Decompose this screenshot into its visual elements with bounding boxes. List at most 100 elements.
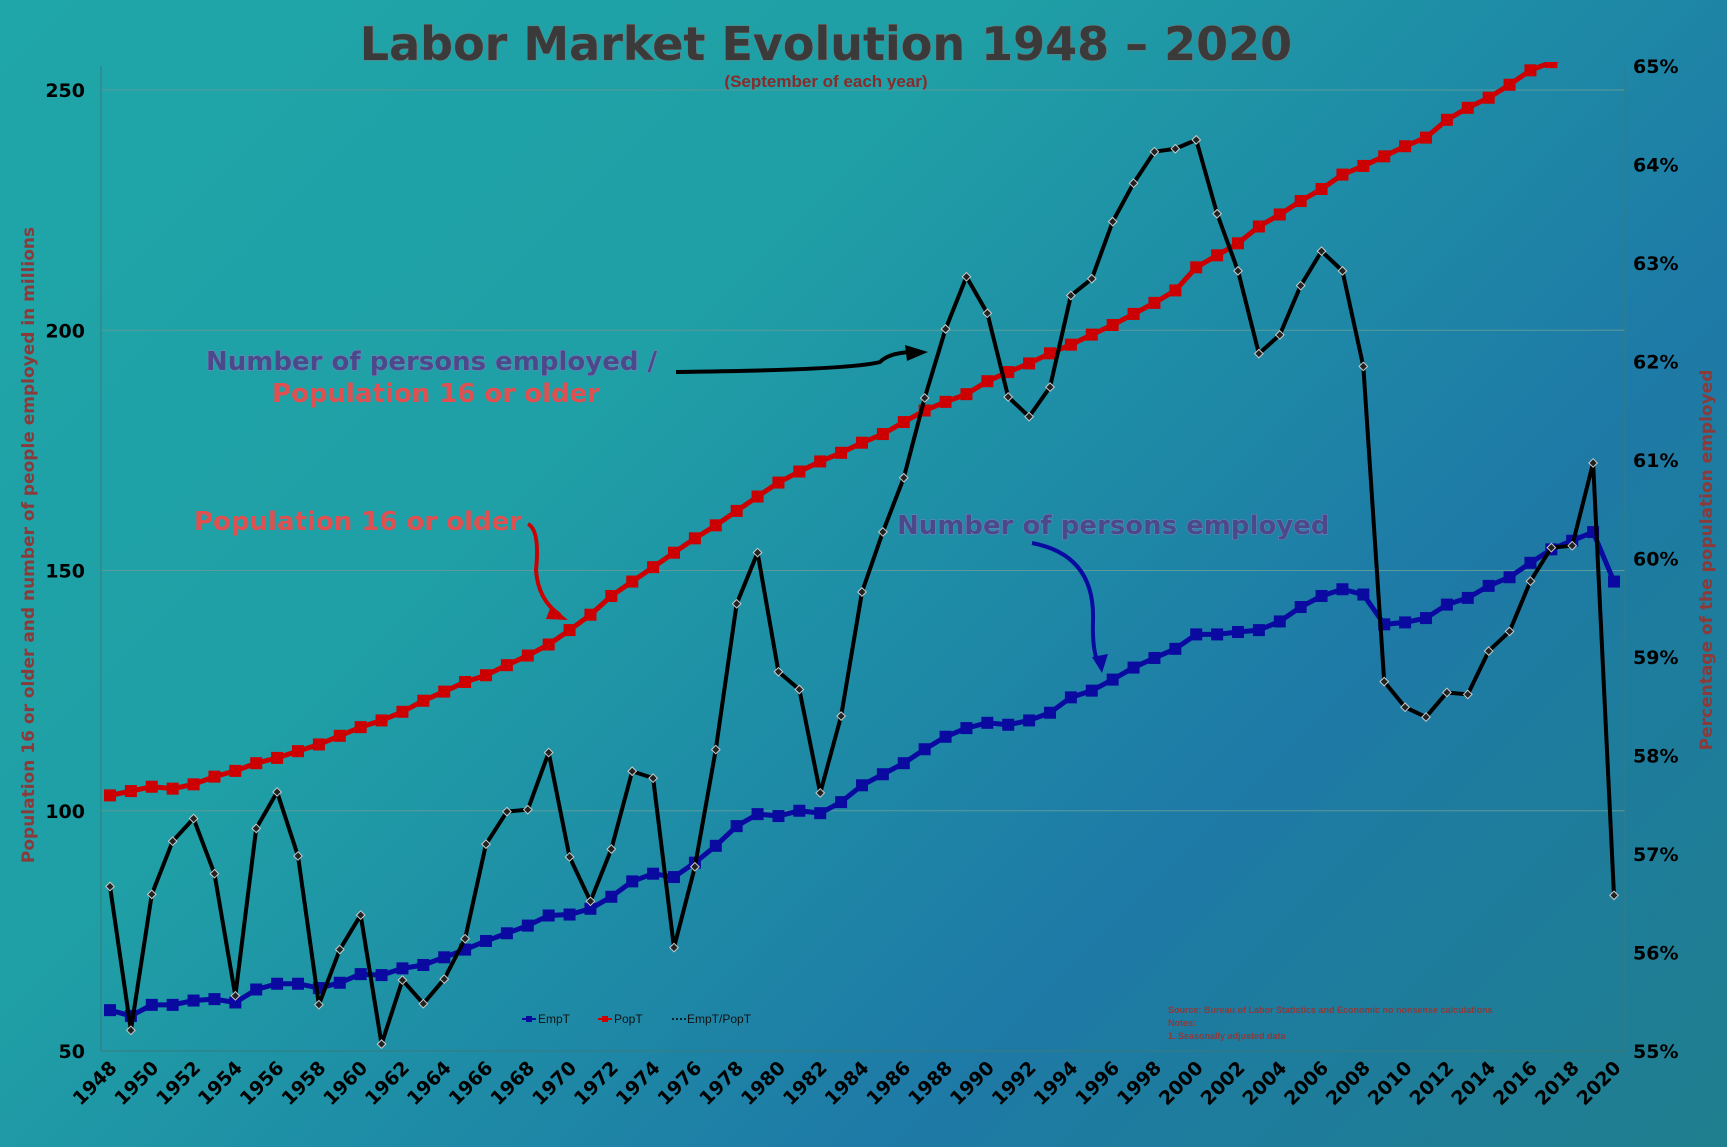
data-point <box>1609 890 1619 901</box>
data-point <box>1545 62 1558 69</box>
x-tick-label: 1980 <box>737 1057 790 1110</box>
data-point <box>522 804 533 815</box>
data-point <box>542 638 555 651</box>
data-point <box>188 813 199 824</box>
data-point <box>124 785 137 798</box>
data-point <box>1148 651 1161 664</box>
x-tick-label: 1984 <box>821 1057 874 1110</box>
data-point <box>897 416 910 429</box>
data-point <box>1127 307 1140 320</box>
y2-tick-label: 59% <box>1633 647 1678 669</box>
y2-tick-label: 61% <box>1633 450 1678 472</box>
data-point <box>166 782 179 795</box>
x-tick-label: 1950 <box>110 1057 163 1110</box>
data-point <box>1357 588 1370 601</box>
data-point <box>1294 601 1307 614</box>
data-point <box>1566 49 1578 61</box>
x-tick-label: 2020 <box>1573 1057 1626 1110</box>
data-point <box>835 446 848 459</box>
data-point <box>1294 195 1307 208</box>
data-point <box>668 546 680 559</box>
series-empt <box>104 526 1620 1022</box>
data-point <box>1086 273 1097 284</box>
x-tick-label: 1952 <box>152 1057 205 1110</box>
x-tick-label: 1948 <box>69 1057 122 1110</box>
data-point <box>1024 411 1035 422</box>
x-tick-label: 2014 <box>1447 1057 1500 1110</box>
data-point <box>251 823 262 834</box>
data-point <box>1003 392 1014 402</box>
series-popt <box>104 49 1578 802</box>
x-tick-label: 1988 <box>904 1057 957 1110</box>
annotation-employed-arrow <box>1031 541 1102 667</box>
data-point <box>1420 612 1432 625</box>
data-point <box>376 1039 387 1050</box>
data-point <box>647 867 660 880</box>
x-tick-label: 1964 <box>403 1057 456 1110</box>
y2-tick-label: 64% <box>1633 155 1678 177</box>
x-tick-label: 1994 <box>1029 1057 1082 1110</box>
x-tick-label: 1966 <box>445 1057 498 1110</box>
annotation-ratio-arrowhead <box>905 345 928 361</box>
data-point <box>1503 78 1516 91</box>
data-point <box>208 993 221 1006</box>
legend-popt: PopT <box>614 1012 643 1026</box>
data-point <box>229 996 242 1009</box>
x-tick-label: 1992 <box>988 1057 1041 1110</box>
data-point <box>333 976 346 989</box>
data-point <box>1002 718 1015 731</box>
data-point <box>1420 131 1432 144</box>
data-point <box>438 951 451 964</box>
data-point <box>396 962 409 975</box>
data-point <box>417 694 430 707</box>
data-point <box>1190 628 1203 641</box>
data-point <box>105 881 115 892</box>
x-tick-label: 2000 <box>1155 1057 1208 1110</box>
data-point <box>1336 583 1349 596</box>
y-tick-label: 250 <box>45 80 85 102</box>
data-point <box>167 836 178 847</box>
y2-tick-label: 60% <box>1633 549 1678 571</box>
data-point <box>460 933 471 944</box>
data-point <box>772 476 785 489</box>
x-tick-label: 2012 <box>1405 1057 1458 1110</box>
x-tick-label: 2010 <box>1364 1057 1417 1110</box>
data-point <box>354 721 367 734</box>
x-tick-label: 2002 <box>1197 1057 1250 1110</box>
data-point <box>1524 64 1537 77</box>
data-point <box>1232 237 1244 250</box>
note-1: 1. Seasonally adjusted data <box>1168 1031 1287 1041</box>
data-point <box>605 890 618 903</box>
data-point <box>271 977 284 990</box>
data-point <box>543 747 554 758</box>
data-point <box>1252 624 1265 637</box>
data-point <box>730 504 743 517</box>
data-point <box>1358 361 1369 372</box>
data-point <box>355 910 366 921</box>
data-point <box>1211 628 1224 641</box>
annotation-ratio-arrow <box>675 350 916 374</box>
data-point <box>397 975 408 986</box>
data-point <box>333 729 346 742</box>
legend-empt: EmpT <box>538 1012 571 1026</box>
y-tick-label: 50 <box>59 1041 85 1063</box>
data-point <box>1253 348 1264 359</box>
data-point <box>480 934 492 947</box>
source-note: Source: Bureau of Labor Statistics and E… <box>1168 1005 1493 1015</box>
data-point <box>1588 458 1599 468</box>
data-point <box>710 744 721 755</box>
data-point <box>1232 626 1244 639</box>
data-point <box>709 519 722 532</box>
data-point <box>1233 265 1243 276</box>
data-point <box>1273 615 1286 628</box>
data-point <box>187 778 200 791</box>
data-point <box>1211 249 1224 262</box>
data-point <box>1441 687 1452 698</box>
data-point <box>480 669 492 682</box>
x-tick-label: 1962 <box>361 1057 414 1110</box>
annotation-employed: Number of persons employed <box>897 511 1329 541</box>
data-point <box>1085 684 1098 697</box>
data-point <box>1524 556 1537 569</box>
y2-tick-label: 65% <box>1633 56 1678 78</box>
